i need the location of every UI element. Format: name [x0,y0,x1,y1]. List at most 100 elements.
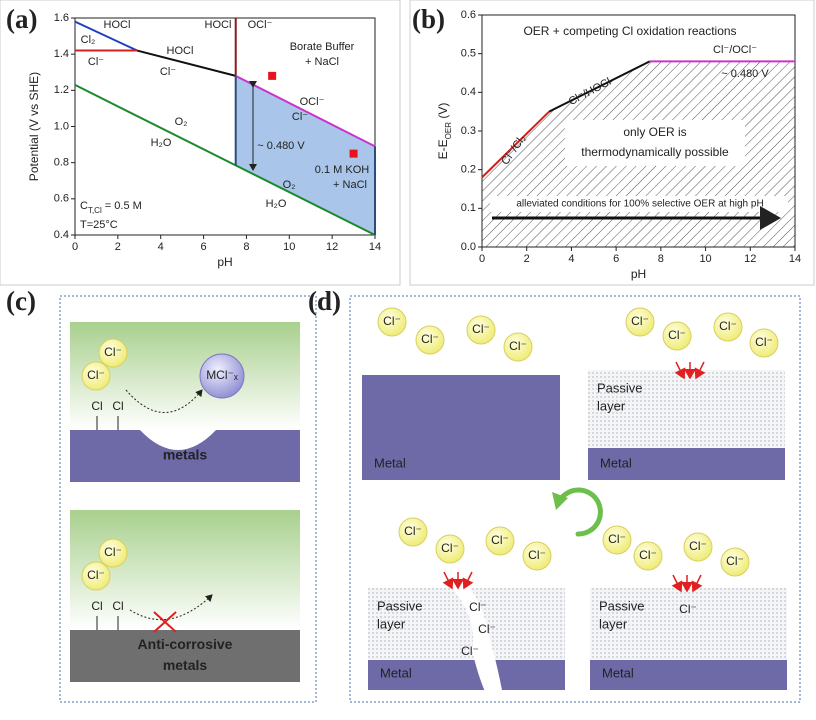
substrate [368,660,565,690]
y-tick-label: 0.4 [461,86,476,98]
y-axis-label: E-EOER (V) [436,103,452,160]
region [235,75,375,235]
ion: Cl⁻ [104,545,122,559]
arrow-text: alleviated conditions for 100% selective… [516,199,763,210]
adsorbed: Cl [91,399,102,413]
annotation: ~ 0.480 V [721,68,769,80]
panel-frame [0,0,401,286]
annotation: Borate Buffer [290,41,355,53]
ion: Cl⁻ [639,548,657,562]
cycle-arrow-head [552,492,568,510]
annotation: O₂ [283,179,296,191]
layer-label: Passive [377,598,423,613]
annotation: H₂O [266,198,287,210]
product-sphere [199,353,245,399]
text-box [490,196,788,212]
annotation: Cl⁻/OCl⁻ [713,44,757,56]
layer-label: layer [377,616,406,631]
ion-bubble [98,338,128,368]
layer-label: layer [597,398,626,413]
y-axis-label-part: E-E [436,139,450,159]
annotation: + NaCl [333,179,367,191]
ion-bubble [435,534,465,564]
condition-part: C [80,200,88,212]
ion-bubble [749,328,779,358]
substrate [588,448,785,480]
ion-bubble [522,541,552,571]
ion: Cl⁻ [509,339,527,353]
layer-label: layer [599,616,628,631]
y-tick-label: 1.2 [54,84,69,96]
substrate [590,660,787,690]
condition-part: = 0.5 M [102,200,142,212]
panel-label: (b) [412,4,445,34]
condition-part: T,Cl [88,206,102,215]
condition: CT,Cl = 0.5 M [80,200,142,215]
pit-ion: Cl⁻ [679,602,697,616]
ion: Cl⁻ [719,319,737,333]
substrate-label: metals [163,657,208,673]
ion-bubble [633,541,663,571]
passive-layer [590,588,787,660]
x-tick-label: 8 [658,253,664,265]
adsorbed: Cl [112,599,123,613]
attack-arrow [694,361,706,380]
text-box [565,120,745,166]
y-tick-label: 1.4 [54,48,69,60]
attack-arrow [671,574,683,593]
y-tick-label: 0.1 [461,202,476,214]
y-tick-label: 0.5 [461,48,476,60]
pit-ion: Cl⁻ [478,622,496,636]
annotation: + NaCl [305,56,339,68]
substrate-label: Metal [374,455,406,470]
panel-label: (d) [308,286,341,316]
x-tick-label: 4 [158,241,164,253]
x-tick-label: 8 [243,241,249,253]
ion-bubble [503,332,533,362]
attack-arrow [691,574,703,593]
block-cross [153,611,177,633]
point [349,149,358,158]
ion-bubble [415,325,445,355]
box-text: thermodynamically possible [581,145,729,159]
y-tick-label: 0.6 [461,9,476,21]
attack-arrow [462,571,474,590]
substrate-label: Metal [602,665,634,680]
attack-arrow [674,361,686,380]
adsorbed: Cl [91,599,102,613]
annotation: ~ 0.480 V [257,140,305,152]
x-tick-label: 12 [744,253,756,265]
panel-frame [349,295,801,703]
ion: Cl⁻ [472,322,490,336]
ion: Cl⁻ [87,368,105,382]
substrate [362,375,560,480]
panel-frame [409,0,815,286]
substrate [70,630,300,682]
x-tick-label: 10 [699,253,711,265]
annotation: Cl₂ [81,34,96,46]
ion-bubble [720,547,750,577]
ion: Cl⁻ [421,332,439,346]
y-tick-label: 1.0 [54,120,69,132]
annotation: HOCl [167,45,194,57]
attack-arrow [442,571,454,590]
ion-bubble [713,312,743,342]
point [268,71,277,80]
ion: Cl⁻ [491,533,509,547]
annotation: O₂ [175,116,188,128]
x-tick-label: 14 [369,241,381,253]
chart-title: OER + competing Cl oxidation reactions [523,24,736,38]
annotation: Cl⁻ [292,111,308,123]
layer-label: Passive [597,380,643,395]
x-tick-label: 0 [479,253,485,265]
ion-bubble [81,561,111,591]
ion: Cl⁻ [87,568,105,582]
series-line [136,49,236,77]
ion-bubble [485,526,515,556]
x-tick-label: 2 [115,241,121,253]
series-line [481,110,550,179]
y-tick-label: 0.6 [54,193,69,205]
ion: Cl⁻ [608,532,626,546]
annotation: OCl⁻ [248,19,273,31]
